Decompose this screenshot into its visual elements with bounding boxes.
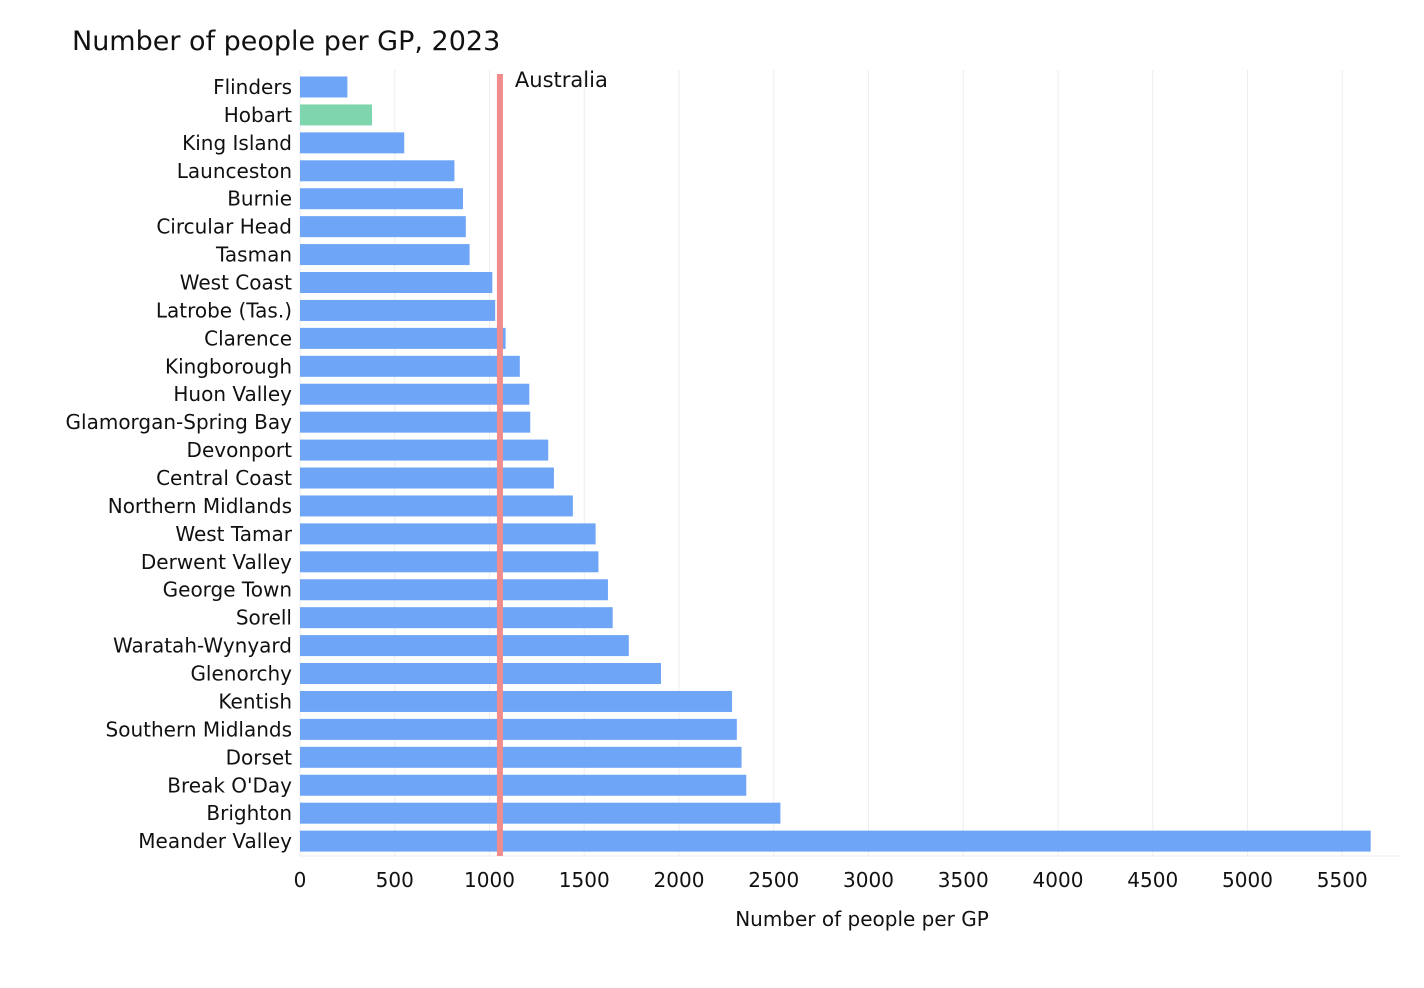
x-tick-label: 2000 [654, 868, 705, 892]
category-label: Derwent Valley [141, 550, 292, 574]
reference-line [496, 74, 503, 856]
bar [300, 774, 747, 796]
x-tick-label: 0 [294, 868, 307, 892]
reference-line-label: Australia [515, 68, 608, 92]
x-tick-label: 1000 [464, 868, 515, 892]
category-label: West Coast [180, 271, 292, 295]
bars [300, 76, 1371, 852]
category-label: Burnie [227, 187, 292, 211]
bar [300, 327, 506, 349]
bar [300, 551, 599, 573]
category-label: Tasman [215, 243, 292, 267]
bar [300, 746, 742, 768]
category-label: Break O'Day [167, 773, 292, 797]
x-tick-label: 3000 [843, 868, 894, 892]
category-label: Sorell [236, 606, 292, 630]
x-tick-label: 1500 [559, 868, 610, 892]
bar [300, 411, 531, 433]
chart-title: Number of people per GP, 2023 [72, 26, 500, 57]
x-tick-labels: 0 500 1000 1500 2000 2500 3000 3500 4000 4500 5000… [294, 868, 1368, 892]
category-label: Launceston [177, 159, 292, 183]
bar [300, 132, 405, 154]
category-label: King Island [182, 131, 292, 155]
category-label: Brighton [206, 801, 292, 825]
bar [300, 272, 493, 294]
category-label: Devonport [187, 438, 293, 462]
x-tick-label: 500 [376, 868, 414, 892]
category-label: Huon Valley [173, 382, 292, 406]
x-axis-title: Number of people per GP [735, 907, 989, 931]
x-tick-label: 3500 [938, 868, 989, 892]
category-label: Meander Valley [138, 829, 292, 853]
category-label: Waratah-Wynyard [113, 634, 292, 658]
category-label: Glenorchy [190, 662, 292, 686]
category-label: Glamorgan-Spring Bay [66, 410, 293, 434]
bar [300, 718, 737, 740]
category-label: Kentish [218, 689, 292, 713]
bar [300, 663, 661, 685]
category-label: Southern Midlands [106, 717, 292, 741]
reference-line-group: Australia [496, 68, 608, 856]
x-tick-label: 4500 [1127, 868, 1178, 892]
bar [300, 188, 463, 210]
bar [300, 802, 781, 824]
bar [300, 523, 596, 545]
bar [300, 635, 629, 657]
bar [300, 690, 733, 712]
bar [300, 383, 530, 405]
x-tick-label: 5000 [1222, 868, 1273, 892]
bar [300, 830, 1371, 852]
bar [300, 355, 520, 377]
bar [300, 244, 470, 266]
gridlines [299, 70, 1400, 857]
bar [300, 104, 373, 126]
bar [300, 467, 554, 489]
category-labels: Flinders Hobart King Island Launceston Burni… [66, 75, 293, 853]
x-tick-label: 4000 [1033, 868, 1084, 892]
bar [300, 579, 608, 601]
category-label: Central Coast [156, 466, 292, 490]
category-label: Kingborough [165, 354, 292, 378]
category-label: West Tamar [175, 522, 292, 546]
category-label: Circular Head [156, 215, 292, 239]
bar [300, 160, 455, 182]
category-label: George Town [163, 578, 292, 602]
category-label: Latrobe (Tas.) [156, 298, 292, 322]
category-label: Dorset [226, 745, 293, 769]
x-tick-label: 2500 [748, 868, 799, 892]
category-label: Clarence [204, 326, 292, 350]
bar [300, 439, 549, 461]
x-tick-label: 5500 [1317, 868, 1368, 892]
bar [300, 607, 613, 629]
category-label: Northern Midlands [108, 494, 292, 518]
category-label: Hobart [224, 103, 292, 127]
bar [300, 299, 496, 321]
category-label: Flinders [213, 75, 292, 99]
bar [300, 76, 348, 98]
bar [300, 216, 466, 238]
bar [300, 495, 573, 517]
